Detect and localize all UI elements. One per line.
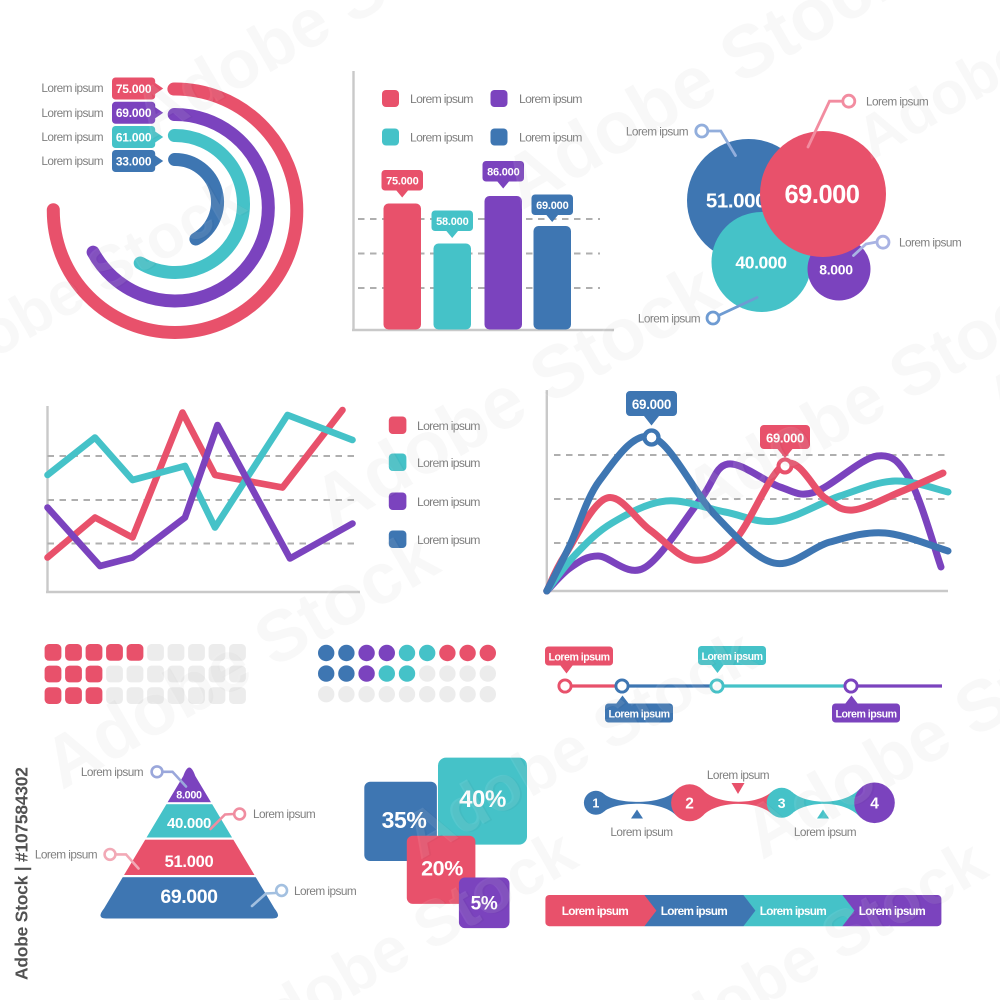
svg-text:33.000: 33.000 xyxy=(116,154,152,168)
svg-text:Lorem ipsum: Lorem ipsum xyxy=(519,92,582,106)
svg-text:8.000: 8.000 xyxy=(176,790,202,802)
svg-text:Lorem ipsum: Lorem ipsum xyxy=(35,848,98,862)
svg-text:69.000: 69.000 xyxy=(536,200,569,212)
svg-text:Lorem ipsum: Lorem ipsum xyxy=(610,825,673,839)
svg-text:69.000: 69.000 xyxy=(785,181,860,209)
svg-text:Lorem ipsum: Lorem ipsum xyxy=(707,768,770,782)
svg-text:Lorem ipsum: Lorem ipsum xyxy=(866,95,929,109)
svg-text:58.000: 58.000 xyxy=(436,216,469,228)
svg-text:75.000: 75.000 xyxy=(116,82,152,96)
svg-text:Lorem ipsum: Lorem ipsum xyxy=(294,884,357,898)
svg-text:69.000: 69.000 xyxy=(632,397,671,412)
svg-text:69.000: 69.000 xyxy=(160,886,218,908)
svg-text:Lorem ipsum: Lorem ipsum xyxy=(626,125,689,139)
svg-text:Lorem ipsum: Lorem ipsum xyxy=(81,765,144,779)
svg-text:Lorem ipsum: Lorem ipsum xyxy=(899,236,962,250)
svg-text:40%: 40% xyxy=(459,786,506,813)
svg-text:Lorem ipsum: Lorem ipsum xyxy=(41,130,103,144)
svg-text:Lorem ipsum: Lorem ipsum xyxy=(562,904,629,918)
svg-text:Lorem ipsum: Lorem ipsum xyxy=(638,312,701,326)
svg-text:51.000: 51.000 xyxy=(165,853,214,871)
svg-text:Lorem ipsum: Lorem ipsum xyxy=(41,154,103,168)
svg-text:Lorem ipsum: Lorem ipsum xyxy=(608,709,669,721)
svg-text:Lorem ipsum: Lorem ipsum xyxy=(41,81,103,95)
svg-text:69.000: 69.000 xyxy=(766,431,804,446)
svg-text:Lorem ipsum: Lorem ipsum xyxy=(410,92,473,106)
svg-text:35%: 35% xyxy=(382,807,427,833)
svg-text:Lorem ipsum: Lorem ipsum xyxy=(701,651,762,663)
svg-text:51.000: 51.000 xyxy=(706,190,766,213)
svg-text:20%: 20% xyxy=(421,857,463,881)
svg-text:Lorem ipsum: Lorem ipsum xyxy=(519,131,582,145)
svg-text:Lorem ipsum: Lorem ipsum xyxy=(794,825,857,839)
svg-text:Lorem ipsum: Lorem ipsum xyxy=(859,904,926,918)
svg-text:Lorem ipsum: Lorem ipsum xyxy=(410,131,473,145)
svg-text:Lorem ipsum: Lorem ipsum xyxy=(548,652,609,664)
svg-text:Lorem ipsum: Lorem ipsum xyxy=(253,807,316,821)
svg-text:Lorem ipsum: Lorem ipsum xyxy=(760,904,827,918)
svg-text:Lorem ipsum: Lorem ipsum xyxy=(835,709,896,721)
svg-text:5%: 5% xyxy=(471,894,498,915)
svg-text:3: 3 xyxy=(778,795,786,811)
svg-text:Lorem ipsum: Lorem ipsum xyxy=(417,419,480,433)
svg-text:Lorem ipsum: Lorem ipsum xyxy=(41,106,103,120)
svg-text:1: 1 xyxy=(592,796,599,810)
svg-text:40.000: 40.000 xyxy=(167,815,211,832)
svg-text:8.000: 8.000 xyxy=(819,262,853,278)
svg-text:Lorem ipsum: Lorem ipsum xyxy=(417,495,480,509)
svg-text:Lorem ipsum: Lorem ipsum xyxy=(661,904,728,918)
svg-text:2: 2 xyxy=(685,795,694,812)
svg-text:86.000: 86.000 xyxy=(487,167,520,179)
svg-text:Lorem ipsum: Lorem ipsum xyxy=(417,533,480,547)
svg-text:40.000: 40.000 xyxy=(735,253,787,273)
svg-text:4: 4 xyxy=(870,795,879,812)
svg-text:Adobe Stock | #107584302: Adobe Stock | #107584302 xyxy=(12,767,32,980)
svg-text:75.000: 75.000 xyxy=(386,176,419,188)
svg-text:Lorem ipsum: Lorem ipsum xyxy=(417,456,480,470)
svg-text:61.000: 61.000 xyxy=(116,130,152,144)
svg-text:69.000: 69.000 xyxy=(116,106,152,120)
